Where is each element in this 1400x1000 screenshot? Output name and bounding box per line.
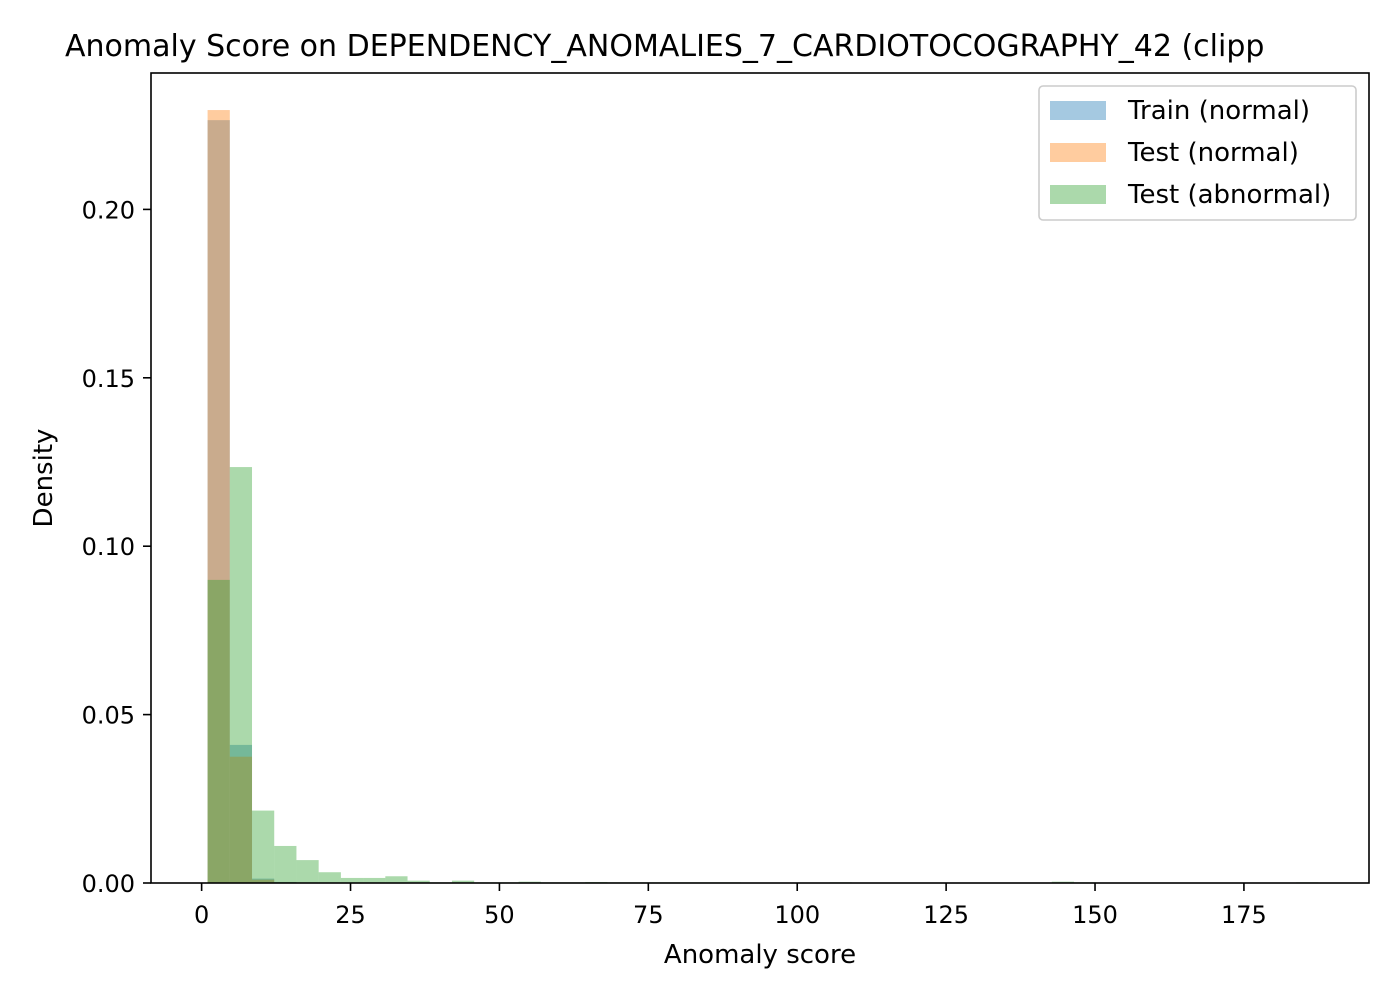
x-tick-label: 0 — [194, 901, 209, 929]
x-tick-label: 125 — [923, 901, 969, 929]
legend-swatch — [1050, 185, 1106, 204]
legend-swatch — [1050, 101, 1106, 120]
histogram-bar — [252, 878, 275, 883]
series-2-bars — [207, 110, 297, 884]
y-tick-label: 0.05 — [82, 702, 135, 730]
x-axis: 0 25 50 75 100 125 150 175 — [194, 883, 1267, 929]
series-3-bars — [207, 467, 1319, 883]
legend-label: Test (normal) — [1127, 138, 1299, 168]
histogram-bar — [229, 756, 253, 883]
y-axis: 0.00 0.05 0.10 0.15 0.20 — [82, 196, 151, 898]
x-tick-label: 100 — [774, 901, 820, 929]
histogram-bar — [363, 877, 386, 883]
legend-label: Test (abnormal) — [1127, 180, 1331, 210]
histogram-bar — [318, 872, 341, 883]
plot-frame — [150, 72, 1370, 884]
x-tick-label: 75 — [633, 901, 664, 929]
legend: Train (normal) Test (normal) Test (abnorma… — [1038, 85, 1357, 221]
histogram-bar — [252, 810, 275, 883]
y-tick-label: 0.15 — [82, 365, 135, 393]
histogram-bars — [207, 110, 1319, 884]
y-axis-label: Density — [29, 429, 59, 528]
x-tick-label: 150 — [1072, 901, 1118, 929]
histogram-bar — [274, 845, 297, 883]
histogram-bar — [229, 467, 253, 883]
histogram-bar — [207, 120, 230, 884]
y-tick-label: 0.00 — [82, 870, 135, 898]
x-tick-label: 25 — [335, 901, 366, 929]
histogram-bar — [207, 110, 230, 884]
series-1-bars — [207, 120, 319, 884]
histogram-bar — [340, 877, 364, 883]
x-axis-label: Anomaly score — [664, 940, 856, 970]
legend-label: Train (normal) — [1127, 96, 1310, 126]
histogram-bar — [407, 880, 430, 883]
legend-swatch — [1050, 143, 1106, 162]
legend-box — [1038, 85, 1357, 221]
histogram-bar — [296, 860, 319, 883]
y-tick-label: 0.10 — [82, 533, 135, 561]
chart-title: Anomaly Score on DEPENDENCY_ANOMALIES_7_… — [65, 29, 1264, 64]
histogram-bar — [385, 876, 408, 883]
x-tick-label: 175 — [1221, 901, 1267, 929]
histogram-bar — [451, 880, 475, 883]
histogram-bar — [207, 579, 230, 883]
histogram-bar — [229, 744, 253, 883]
y-tick-label: 0.20 — [82, 196, 135, 224]
histogram-bar — [252, 879, 275, 883]
x-tick-label: 50 — [484, 901, 515, 929]
